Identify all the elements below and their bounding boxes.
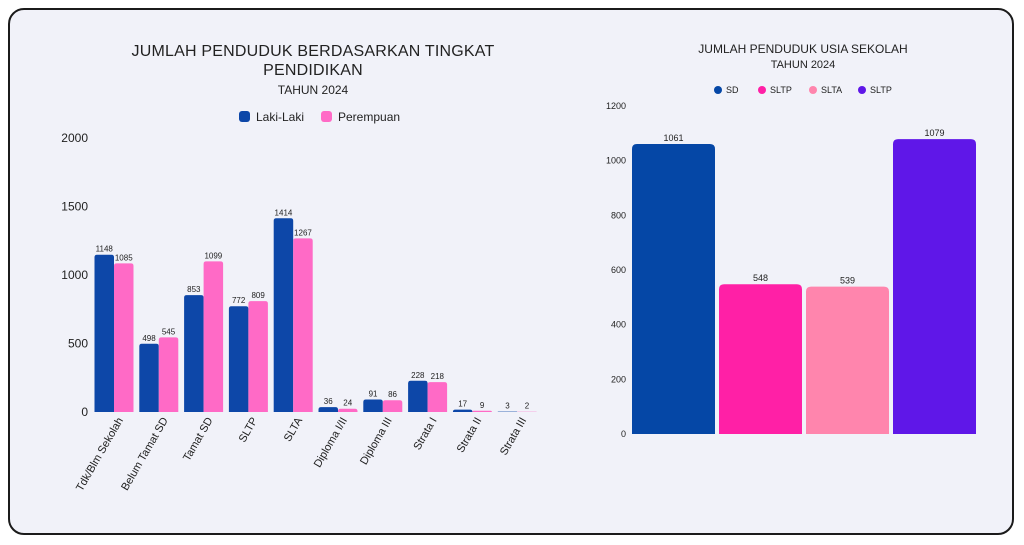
data-label: 1061 [663,133,683,143]
data-label: 17 [458,400,467,409]
data-label: 2 [525,402,530,411]
bar [632,143,715,434]
bar [139,343,159,412]
data-label: 228 [411,371,425,380]
data-label: 772 [232,296,246,305]
y-tick-label: 1000 [61,268,88,282]
data-label: 1079 [924,128,944,138]
data-label: 498 [142,334,156,343]
data-label: 1148 [96,245,114,254]
chart-title-line1: JUMLAH PENDUDUK BERDASARKAN TINGKAT [132,43,495,60]
bar [94,254,114,412]
legend-swatch [714,86,722,94]
y-tick-label: 1200 [606,101,626,111]
data-label: 91 [369,390,378,399]
x-tick-label: Strata III [498,416,529,458]
data-label: 24 [343,399,352,408]
legend-label: Laki-Laki [256,110,304,124]
data-label: 1414 [275,208,293,217]
x-tick-label: Tdk/Blm Sekolah [74,416,126,494]
x-tick-label: SLTP [237,416,261,445]
y-tick-label: 400 [611,320,626,330]
data-label: 218 [431,372,445,381]
bar [114,263,134,412]
data-label: 36 [324,397,333,406]
data-label: 539 [840,276,855,286]
chart-title-line2: PENDIDIKAN [263,62,363,79]
y-tick-label: 200 [611,374,626,384]
data-label: 809 [251,291,265,300]
legend-label: SLTA [821,85,842,95]
bar [158,337,179,412]
legend-swatch [321,111,332,122]
data-label: 9 [480,401,485,410]
data-label: 1085 [115,253,133,262]
data-label: 548 [753,273,768,283]
bar [184,295,204,412]
legend-label: SD [726,85,739,95]
bar [228,306,249,412]
data-label: 1267 [294,228,312,237]
legend-swatch [239,111,250,122]
legend-label: SLTP [770,85,792,95]
y-tick-label: 800 [611,210,626,220]
data-label: 1099 [204,251,222,260]
data-label: 3 [505,402,510,411]
y-tick-label: 0 [621,429,626,439]
bar [203,261,224,412]
data-label: 86 [388,390,397,399]
bar [338,408,358,412]
legend-label: Perempuan [338,110,400,124]
x-tick-label: Tamat SD [181,415,216,463]
y-tick-label: 2000 [61,131,88,145]
legend-swatch [758,86,766,94]
bar [408,380,428,412]
bar [273,218,294,412]
school-age-chart: JUMLAH PENDUDUK USIA SEKOLAH TAHUN 2024 SD… [606,42,976,439]
bar [293,238,313,412]
bar [893,139,976,434]
bar [248,301,268,412]
data-label: 545 [162,327,176,336]
charts-canvas: JUMLAH PENDUDUK BERDASARKAN TINGKAT PENDI… [61,42,976,494]
chart-title: JUMLAH PENDUDUK USIA SEKOLAH [698,42,907,56]
bar [472,410,492,412]
data-label: 853 [187,285,201,294]
y-tick-label: 600 [611,265,626,275]
bar [806,286,889,434]
legend-label: SLTP [870,85,892,95]
bar [382,400,403,412]
education-chart: JUMLAH PENDUDUK BERDASARKAN TINGKAT PENDI… [61,43,537,494]
bar [719,284,802,434]
y-tick-label: 1500 [61,200,88,214]
x-tick-label: SLTA [282,415,306,444]
bar [363,399,383,412]
dashboard-frame: JUMLAH PENDUDUK BERDASARKAN TINGKAT PENDI… [8,8,1014,535]
y-tick-label: 0 [81,405,88,419]
chart-subtitle: TAHUN 2024 [278,83,349,97]
legend-swatch [809,86,817,94]
x-tick-label: Belum Tamat SD [119,415,171,492]
bar [452,409,473,412]
x-tick-label: Strata II [455,416,485,455]
chart-subtitle: TAHUN 2024 [771,59,836,71]
x-tick-label: Diploma I/II [312,416,350,470]
legend-swatch [858,86,866,94]
bar [318,407,338,412]
bar [427,382,448,412]
x-tick-label: Strata I [411,416,439,453]
y-tick-label: 1000 [606,156,626,166]
y-tick-label: 500 [68,337,88,351]
x-tick-label: Diploma III [358,416,395,468]
